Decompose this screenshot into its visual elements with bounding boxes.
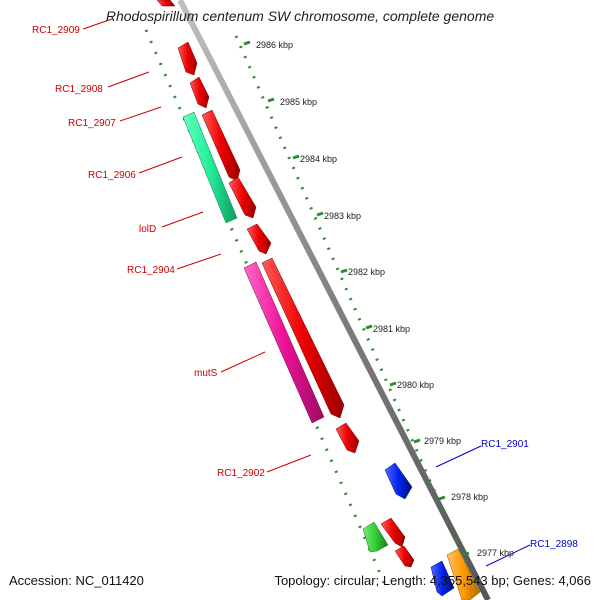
gene-label-lold: lolD <box>139 224 156 235</box>
map-title: Rhodospirillum centenum SW chromosome, c… <box>105 8 495 24</box>
gene-label-rc1-2909: RC1_2909 <box>32 25 80 36</box>
leader-line-lold <box>161 211 204 228</box>
ruler-tick <box>462 551 470 557</box>
backbone <box>177 0 491 600</box>
cds-arrow-rc1-2907 <box>189 76 210 109</box>
gene-label-rc1-2908: RC1_2908 <box>55 84 103 95</box>
gene-label-rc1-2906: RC1_2906 <box>88 170 136 181</box>
cds-features <box>156 0 415 568</box>
cds-arrow-blue-lower <box>430 560 455 597</box>
ruler-label: 2985 kbp <box>280 97 317 107</box>
leader-line-rc1-2898 <box>485 544 531 567</box>
ruler-tick <box>243 40 251 46</box>
gene-label-rc1-2898: RC1_2898 <box>530 539 578 550</box>
ruler-label: 2979 kbp <box>424 436 461 446</box>
ruler-label: 2984 kbp <box>300 154 337 164</box>
ruler-label: 2982 kbp <box>348 267 385 277</box>
leader-line-rc1-2909 <box>82 18 113 30</box>
leader-line-rc1-2907 <box>119 106 162 122</box>
accession-text: Accession: NC_011420 <box>9 573 144 588</box>
leader-line-rc1-2906 <box>138 156 183 174</box>
gene-label-rc1-2902: RC1_2902 <box>217 468 265 479</box>
gene-label-rc1-2904: RC1_2904 <box>127 265 175 276</box>
leader-line-rc1-2904 <box>176 253 222 270</box>
ruler-label: 2983 kbp <box>324 211 361 221</box>
cds-bar-teal <box>182 111 238 224</box>
ruler-tick <box>413 438 421 444</box>
gene-label-rc1-2907: RC1_2907 <box>68 118 116 129</box>
ruler-tick <box>340 268 348 274</box>
ruler-tick <box>292 154 300 160</box>
ruler-tick <box>365 324 373 330</box>
ruler-major-ticks <box>243 40 470 557</box>
ruler-tick <box>389 381 397 387</box>
gene-label-muts: mutS <box>194 368 218 379</box>
ruler-label: 2977 kbp <box>477 548 514 558</box>
leader-line-rc1-2908 <box>107 71 150 88</box>
ruler-label: 2986 kbp <box>256 40 293 50</box>
cds-arrow-blue-rc1-2901 <box>384 462 413 500</box>
ruler-label: 2981 kbp <box>373 324 410 334</box>
cds-arrow-rc1-2904 <box>246 223 272 255</box>
leader-line-muts <box>220 351 266 373</box>
ruler-tick <box>267 97 275 103</box>
ruler-tick <box>438 495 446 501</box>
cds-arrow-rc1-2908 <box>177 41 198 76</box>
cds-arrow-red-lower-1 <box>380 517 406 548</box>
ruler-label: 2980 kbp <box>397 380 434 390</box>
cds-arrow-muts <box>261 257 345 419</box>
leader-line-rc1-2901 <box>435 445 482 468</box>
cds-arrow-red-lower-2 <box>394 545 415 568</box>
cds-arrow-green <box>362 521 389 553</box>
cds-arrow-rc1-2902 <box>335 422 360 454</box>
ruler-tick <box>316 211 324 217</box>
cds-bar-magenta <box>243 261 325 424</box>
cds-arrow-rc1-2909 <box>156 0 176 7</box>
topology-text: Topology: circular; Length: 4,355,543 bp… <box>274 573 591 588</box>
ruler-label: 2978 kbp <box>451 492 488 502</box>
cds-arrow-rc1-2906 <box>201 109 241 182</box>
gene-label-rc1-2901: RC1_2901 <box>481 439 529 450</box>
cds-arrow-orange-rc1-2898 <box>446 548 481 600</box>
leader-line-rc1-2902 <box>266 454 312 473</box>
ruler-track <box>234 35 476 583</box>
cds-arrow-lold <box>228 176 257 219</box>
